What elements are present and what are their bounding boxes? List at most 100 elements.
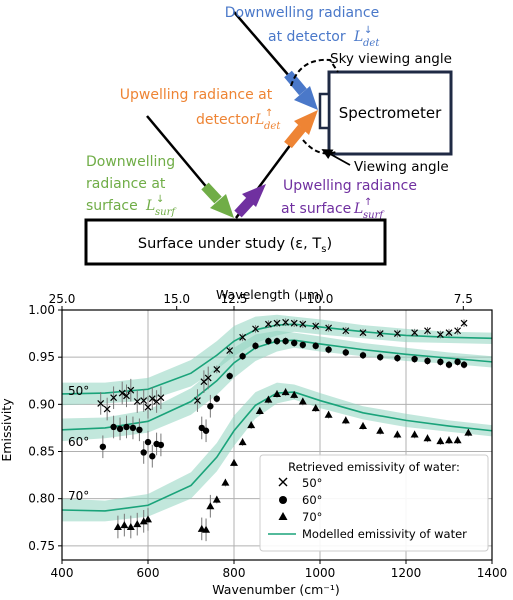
legend-title: Retrieved emissivity of water: <box>288 460 460 474</box>
x-tick-label-600: 600 <box>137 566 160 580</box>
marker-triangle <box>436 437 445 445</box>
marker-circle <box>394 354 401 362</box>
point-2-2 <box>126 515 135 539</box>
marker-circle <box>226 372 233 380</box>
point-0-1 <box>103 397 111 421</box>
point-2-18 <box>290 390 299 399</box>
marker-circle <box>411 355 418 363</box>
svg-text:L: L <box>145 198 155 214</box>
point-2-27 <box>423 434 432 443</box>
point-1-20 <box>282 337 289 345</box>
marker-x <box>140 397 148 404</box>
top-tick-label-25.0: 25.0 <box>49 292 76 306</box>
marker-circle <box>291 339 298 347</box>
marker-triangle <box>445 436 453 444</box>
marker-circle <box>239 353 246 360</box>
marker-x <box>312 322 320 330</box>
point-0-8 <box>144 395 152 419</box>
marker-triangle <box>126 522 135 530</box>
marker-triangle <box>376 426 385 434</box>
legend-label-50: 50° <box>302 476 322 490</box>
marker-circle <box>445 361 453 368</box>
spectrometer-aperture <box>318 92 331 130</box>
svg-text:↓: ↓ <box>156 194 164 205</box>
marker-x <box>359 329 367 337</box>
marker-x <box>226 347 234 354</box>
marker-x <box>204 374 212 382</box>
marker-circle <box>136 426 143 434</box>
blue-arrow <box>284 70 318 110</box>
y-axis-label: Emissivity <box>0 398 14 462</box>
axis-ticks: 400 600 800 1000 1200 1400 0.75 0.80 0.85 0.90 0.9… <box>28 292 507 580</box>
point-0-4 <box>123 384 130 408</box>
point-0-33 <box>445 328 453 337</box>
x-tick-label-400: 400 <box>51 566 74 580</box>
marker-circle <box>342 349 349 356</box>
emissivity-chart: 400 600 800 1000 1200 1400 0.75 0.80 0.85 0.90 0.9… <box>0 287 507 597</box>
marker-triangle <box>359 422 367 430</box>
svg-text:at surface: at surface <box>281 201 351 217</box>
spectrometer-box <box>327 70 453 156</box>
point-1-1 <box>110 415 117 439</box>
point-0-25 <box>325 324 333 332</box>
x-tick-label-1200: 1200 <box>391 566 422 580</box>
svg-text:L: L <box>254 112 264 128</box>
point-1-15 <box>226 372 233 380</box>
point-0-35 <box>460 319 468 327</box>
marker-x <box>133 398 141 405</box>
point-1-8 <box>149 444 156 468</box>
point-1-19 <box>273 337 281 345</box>
svg-text:↓: ↓ <box>364 25 372 36</box>
y-tick-label-1.00: 1.00 <box>28 303 55 317</box>
y-tick-label-0.85: 0.85 <box>28 445 55 459</box>
point-2-1 <box>120 513 129 537</box>
model-curve-1 <box>61 339 493 431</box>
marker-circle <box>273 337 281 345</box>
point-2-16 <box>273 389 281 398</box>
point-0-23 <box>299 320 307 328</box>
marker-x <box>273 319 281 327</box>
plot-frame <box>61 309 493 561</box>
point-1-13 <box>207 394 214 418</box>
point-0-16 <box>226 346 234 355</box>
marker-triangle <box>298 397 307 405</box>
marker-triangle <box>255 406 264 414</box>
legend-marker-circle <box>279 496 287 504</box>
marker-circle <box>140 449 147 456</box>
surface-box-label: Surface under study (ε, Ts) <box>138 236 332 255</box>
svg-text:↑: ↑ <box>265 108 273 119</box>
point-2-9 <box>212 495 221 504</box>
point-1-18 <box>265 337 272 345</box>
marker-x <box>342 327 350 335</box>
marker-triangle <box>144 515 152 523</box>
point-0-12 <box>194 389 201 412</box>
point-2-26 <box>410 430 419 439</box>
point-0-9 <box>148 387 156 410</box>
marker-triangle <box>453 436 462 444</box>
svg-text:detector: detector <box>196 112 255 128</box>
marker-triangle <box>324 410 333 418</box>
point-0-14 <box>204 366 212 390</box>
top-tick-label-7.5: 7.5 <box>454 292 473 306</box>
point-2-29 <box>445 436 453 444</box>
point-1-21 <box>291 339 298 347</box>
upwelling-detector-label: Upwelling radiance at detector L ↑ det <box>120 87 282 132</box>
marker-triangle <box>290 390 299 398</box>
point-1-31 <box>437 358 444 366</box>
legend-label-70: 70° <box>302 510 322 524</box>
point-2-24 <box>376 426 385 435</box>
point-0-29 <box>393 329 401 338</box>
point-0-5 <box>127 378 135 402</box>
svg-text:Downwelling radiance: Downwelling radiance <box>225 5 380 21</box>
svg-text:det: det <box>264 121 281 132</box>
legend-label-60: 60° <box>302 493 322 507</box>
svg-text:surf: surf <box>363 210 385 221</box>
marker-x <box>376 330 384 338</box>
marker-triangle <box>247 421 256 429</box>
point-1-14 <box>213 394 220 403</box>
point-2-28 <box>436 437 445 445</box>
marker-circle <box>282 337 289 345</box>
point-2-17 <box>281 388 290 396</box>
point-0-3 <box>118 381 126 405</box>
